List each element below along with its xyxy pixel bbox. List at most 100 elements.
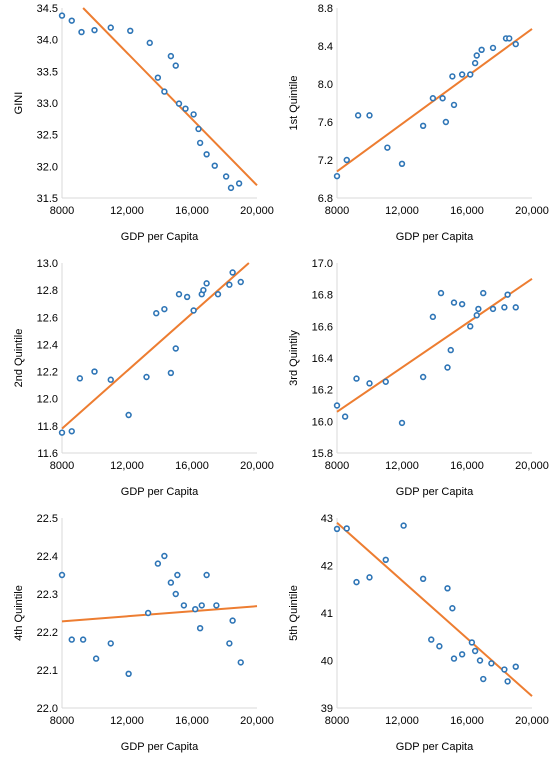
data-point [107,640,114,647]
data-point [92,655,100,662]
data-point [353,578,360,586]
data-point [458,300,466,308]
data-point [214,291,222,298]
data-point [450,299,458,306]
data-point [437,289,445,297]
trend-line [336,522,533,697]
data-point [504,291,511,298]
data-point [172,590,179,598]
y-tick-label: 15.8 [312,448,333,460]
data-point [174,571,181,579]
chart-5th-quintile-svg: 39 40 41 42 43 8000 12,000 16,000 20,000 GDP per … [288,513,549,753]
x-tick-label: 20,000 [240,460,274,472]
y-tick-label: 33.5 [37,66,58,78]
y-tick-label: 16.6 [312,321,333,333]
data-point [501,666,508,673]
x-tick-label: 16,000 [450,715,484,727]
x-tick-label: 16,000 [175,715,209,727]
y-tick-label: 43 [321,513,333,525]
data-point [333,525,341,533]
y-axis-title: 1st Quintile [288,75,300,130]
y-axis-title: GINI [13,92,25,115]
data-point [475,305,482,313]
x-tick-label: 16,000 [175,205,209,217]
y-tick-label: 16.2 [312,385,333,397]
data-point [504,678,511,685]
data-point [450,655,458,662]
y-tick-label: 34.0 [37,35,58,47]
data-point [154,74,162,81]
data-point [190,307,197,314]
data-point [447,346,454,354]
data-point [143,373,150,381]
data-point [226,281,233,288]
data-point [68,17,75,24]
y-tick-label: 12.8 [37,285,58,297]
data-point [213,602,220,609]
chart-4th-quintile: 22.0 22.1 22.2 22.3 22.4 22.5 8000 12,000 16,000… [0,510,275,765]
x-tick-label: 8000 [325,460,349,472]
data-point [501,304,508,311]
data-point [333,402,341,409]
y-axis-title: 5th Quintile [288,585,300,641]
y-tick-label: 32.5 [37,130,58,142]
chart-1st-quintile: 6.8 7.2 7.6 8.0 8.4 8.8 8000 12,000 16,000 20,000… [275,0,550,255]
data-point [172,345,179,352]
data-point [473,52,480,59]
data-point [471,59,479,67]
data-point [400,522,407,529]
data-point [458,651,466,658]
data-point [167,369,175,377]
data-point [343,156,350,164]
y-tick-label: 39 [321,703,333,715]
data-point [161,305,168,313]
data-point [458,71,466,78]
data-point [229,617,236,624]
data-point [79,636,87,643]
y-tick-label: 11.6 [37,448,58,460]
chart-5th-quintile: 39 40 41 42 43 8000 12,000 16,000 20,000 GDP per … [275,510,550,765]
x-axis-title: GDP per Capita [396,486,474,498]
y-tick-label: 11.8 [37,421,58,433]
data-point [58,12,66,19]
x-tick-label: 20,000 [515,205,549,217]
data-point [211,162,218,169]
y-axis-title: 2nd Quintile [13,329,25,388]
data-point [226,640,233,647]
y-tick-label: 22.3 [37,589,58,601]
data-point [449,73,456,80]
data-point [237,278,244,286]
data-point [167,579,175,586]
data-point [471,647,479,655]
data-point [480,675,487,683]
data-point [480,289,487,297]
data-point [333,172,341,180]
y-tick-label: 32.0 [37,161,58,173]
y-tick-label: 16.8 [312,290,333,302]
data-point [125,411,132,419]
data-point [343,525,350,532]
data-point [203,571,210,579]
data-point [196,624,204,632]
data-point [442,118,450,126]
data-point [237,659,244,666]
data-point [125,670,132,678]
data-point [473,312,480,319]
y-tick-label: 40 [321,656,333,668]
trend-line [336,278,533,413]
data-point [366,574,373,581]
x-tick-label: 12,000 [110,460,144,472]
data-point [78,28,85,36]
x-tick-label: 16,000 [450,460,484,472]
data-point [512,40,519,48]
data-point [341,413,349,420]
data-point [203,151,210,158]
y-tick-label: 22.2 [37,627,58,639]
data-point [146,39,153,47]
x-tick-label: 8000 [325,205,349,217]
x-tick-label: 20,000 [240,205,274,217]
data-point [172,62,179,69]
data-point [227,184,235,192]
x-tick-label: 12,000 [110,205,144,217]
x-axis-title: GDP per Capita [121,741,199,753]
